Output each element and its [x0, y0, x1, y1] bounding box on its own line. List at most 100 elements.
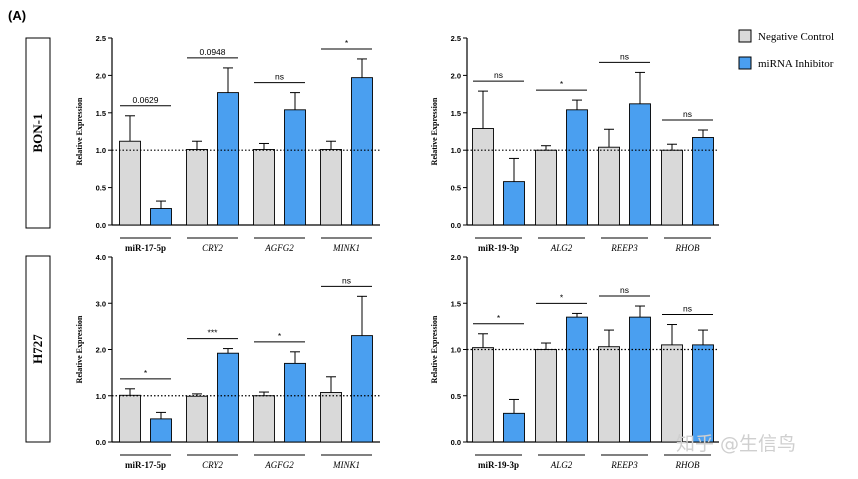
chart-bon1-mir17: 0.0 0.5 1.0 1.5 2.0 2.5 Relative Expression 0.0… [75, 34, 380, 253]
significance-label: * [560, 292, 564, 302]
significance-label: * [345, 38, 349, 48]
watermark-text: 知乎 @生信鸟 [676, 433, 796, 455]
y-tick-label: 0.0 [96, 438, 106, 447]
y-tick-label: 2.0 [96, 71, 106, 80]
y-tick-label: 0.5 [451, 392, 461, 401]
bar-negative-control [186, 149, 208, 226]
significance-label: ns [342, 275, 351, 285]
category-label: CRY2 [202, 460, 223, 470]
bar-group: ns MINK1 [320, 275, 373, 470]
chart-bon1-mir19: 0.0 0.5 1.0 1.5 2.0 2.5 Relative Expression ns m… [430, 34, 719, 253]
significance-label: ns [620, 285, 629, 295]
y-tick-label: 2.0 [96, 346, 106, 355]
bar-group: ns AGFG2 [253, 72, 306, 253]
bar-group: 0.0629 miR-17-5p [119, 95, 172, 253]
y-tick-label: 0.0 [451, 438, 461, 447]
y-tick-label: 2.0 [451, 253, 461, 262]
y-tick-label: 2.5 [451, 34, 461, 43]
category-label: miR-17-5p [125, 243, 166, 253]
bar-mirna-inhibitor [503, 412, 525, 443]
category-label: ALG2 [550, 460, 573, 470]
bar-group: * ALG2 [535, 79, 588, 253]
y-axis-title: Relative Expression [75, 315, 84, 383]
legend-item-negative-control: Negative Control [738, 29, 834, 43]
significance-label: * [278, 331, 282, 341]
chart-h727-mir17: 0.0 1.0 2.0 3.0 4.0 Relative Expression * miR-1… [75, 253, 380, 470]
y-tick-label: 1.0 [96, 146, 106, 155]
bar-negative-control [472, 128, 494, 226]
row-label-h727: H727 [25, 255, 51, 443]
category-label: MINK1 [332, 243, 360, 253]
y-tick-label: 0.5 [451, 184, 461, 193]
y-axis-title: Relative Expression [430, 315, 439, 383]
bar-negative-control [472, 347, 494, 443]
y-tick-label: 2.5 [96, 34, 106, 43]
y-tick-label: 1.5 [451, 109, 461, 118]
bar-group: 0.0948 CRY2 [186, 47, 239, 253]
bar-negative-control [535, 149, 557, 226]
panel-label: (A) [8, 8, 26, 23]
bar-negative-control [598, 146, 620, 226]
bar-mirna-inhibitor [351, 77, 373, 226]
bar-group: * miR-17-5p [119, 368, 172, 470]
legend: Negative Control miRNA Inhibitor [738, 29, 834, 70]
category-label: RHOB [675, 243, 700, 253]
bar-group: * MINK1 [320, 38, 373, 253]
bar-group: ns RHOB [661, 109, 714, 253]
y-axis-title: Relative Expression [75, 97, 84, 165]
row-label-bon1: BON-1 [25, 37, 51, 229]
y-tick-label: 1.0 [96, 392, 106, 401]
bar-negative-control [320, 149, 342, 226]
y-tick-label: 1.5 [451, 299, 461, 308]
bar-negative-control [119, 394, 141, 443]
significance-label: * [144, 368, 148, 378]
y-tick-label: 4.0 [96, 253, 106, 262]
bar-mirna-inhibitor [566, 109, 588, 226]
significance-label: 0.0948 [200, 47, 226, 57]
row-label-bon1-text: BON-1 [30, 114, 45, 153]
bar-group: * AGFG2 [253, 331, 306, 470]
y-tick-label: 2.0 [451, 71, 461, 80]
bar-mirna-inhibitor [217, 352, 239, 443]
category-label: CRY2 [202, 243, 223, 253]
bar-group: * ALG2 [535, 292, 588, 470]
y-tick-label: 1.5 [96, 109, 106, 118]
y-tick-label: 1.0 [451, 146, 461, 155]
category-label: AGFG2 [264, 243, 294, 253]
significance-label: ns [494, 70, 503, 80]
bar-negative-control [320, 392, 342, 443]
legend-swatch-negative-control [738, 29, 752, 43]
legend-label-mirna-inhibitor: miRNA Inhibitor [758, 58, 834, 70]
bar-group: ns REEP3 [598, 51, 651, 253]
category-label: miR-17-5p [125, 460, 166, 470]
bar-mirna-inhibitor [150, 418, 172, 443]
category-label: miR-19-3p [478, 243, 519, 253]
y-tick-label: 1.0 [451, 346, 461, 355]
bar-group: *** CRY2 [186, 328, 239, 470]
bar-mirna-inhibitor [503, 181, 525, 226]
bar-mirna-inhibitor [692, 344, 714, 443]
bar-negative-control [253, 149, 275, 226]
bar-negative-control [119, 140, 141, 226]
bar-group: ns REEP3 [598, 285, 651, 470]
bar-group: ns RHOB [661, 304, 714, 470]
bar-negative-control [661, 149, 683, 226]
bar-mirna-inhibitor [629, 316, 651, 443]
bar-negative-control [186, 395, 208, 443]
category-label: ALG2 [550, 243, 573, 253]
bar-mirna-inhibitor [284, 109, 306, 226]
legend-label-negative-control: Negative Control [758, 31, 834, 43]
significance-label: ns [275, 72, 284, 82]
significance-label: ns [683, 304, 692, 314]
category-label: MINK1 [332, 460, 360, 470]
y-tick-label: 3.0 [96, 299, 106, 308]
bar-group: * miR-19-3p [472, 313, 525, 470]
bar-negative-control [598, 346, 620, 443]
significance-label: ns [683, 109, 692, 119]
significance-label: *** [208, 328, 219, 338]
category-label: RHOB [675, 460, 700, 470]
category-label: REEP3 [610, 243, 638, 253]
category-label: miR-19-3p [478, 460, 519, 470]
